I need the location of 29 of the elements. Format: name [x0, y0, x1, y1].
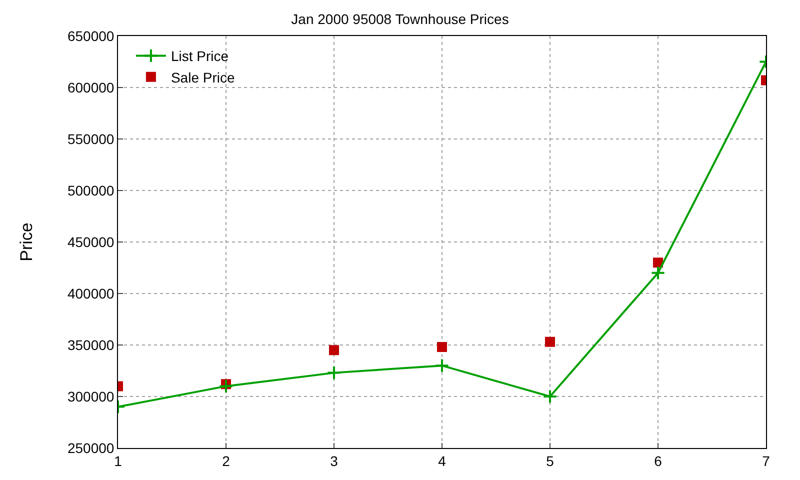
point: [437, 342, 447, 352]
x-tick-label: 4: [438, 452, 446, 469]
point: [326, 366, 342, 380]
point: [545, 336, 555, 347]
y-tick-label: 450000: [67, 234, 114, 250]
point: [542, 389, 558, 404]
y-tick-label: 550000: [67, 130, 114, 147]
y-tick-label: 600000: [67, 79, 114, 96]
point: [329, 345, 339, 356]
point: [218, 378, 234, 394]
x-tick-label: 1: [114, 452, 122, 469]
x-tick-label: 5: [546, 452, 554, 469]
y-axis-title: Price: [17, 222, 36, 262]
point: [434, 358, 450, 373]
legend-label: Sale Price: [170, 69, 235, 86]
point: [650, 266, 666, 280]
y-tick-label: 350000: [67, 336, 114, 353]
y-tick-label: 400000: [67, 285, 114, 302]
point: [653, 258, 663, 268]
x-tick-label: 7: [762, 452, 770, 469]
x-tick-label: 2: [222, 452, 230, 469]
y-tick-label: 300000: [67, 388, 114, 404]
y-tick-label: 250000: [67, 440, 114, 456]
chart-title: Jan 2000 95008 Townhouse Prices: [291, 11, 509, 28]
y-tick-label: 500000: [67, 182, 114, 198]
legend-label: List Price: [170, 48, 229, 64]
x-tick-label: 3: [330, 452, 338, 469]
y-tick-label: 650000: [67, 28, 114, 44]
x-tick-label: 6: [654, 452, 662, 469]
